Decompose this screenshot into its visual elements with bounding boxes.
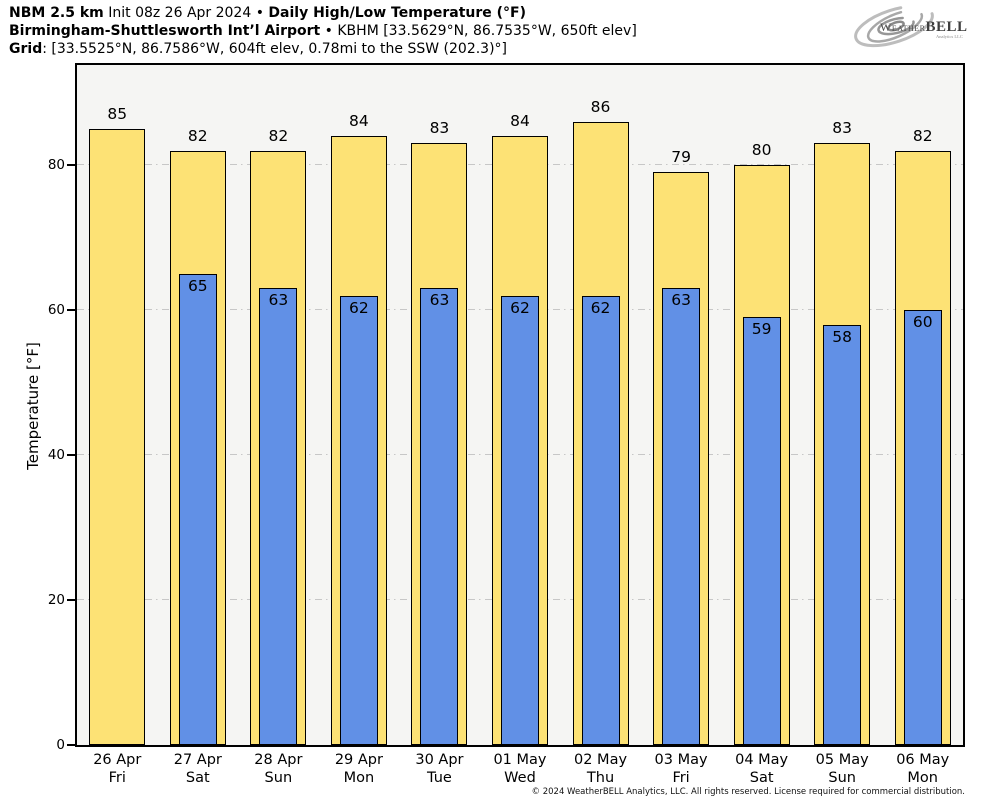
x-tick-day: Thu bbox=[586, 770, 615, 786]
header-text-segment: • bbox=[255, 5, 269, 21]
y-tick-label: 20 bbox=[47, 592, 65, 608]
y-tick-label: 80 bbox=[47, 157, 65, 173]
low-bar: 63 bbox=[662, 288, 701, 745]
y-tick-label: 0 bbox=[56, 737, 65, 753]
x-tick-date: 05 May bbox=[815, 752, 869, 768]
high-value-label: 86 bbox=[590, 97, 611, 116]
logo-text-weather: WeatherBELL bbox=[880, 19, 968, 35]
low-bar: 62 bbox=[339, 295, 378, 745]
copyright-text: © 2024 WeatherBELL Analytics, LLC. All r… bbox=[531, 787, 965, 797]
y-tick-mark bbox=[67, 164, 75, 166]
low-bar: 58 bbox=[823, 324, 862, 745]
high-value-label: 84 bbox=[510, 112, 530, 130]
header-text-segment: Birmingham-Shuttlesworth Int’l Airport bbox=[9, 23, 321, 39]
x-tick-day: Tue bbox=[427, 770, 452, 786]
y-tick-label: 40 bbox=[47, 447, 65, 463]
x-tick-day: Fri bbox=[108, 770, 126, 786]
high-value-label: 80 bbox=[751, 141, 772, 159]
x-tick-day: Sat bbox=[185, 770, 210, 786]
logo-text-analytics: Analytics LLC bbox=[936, 34, 963, 39]
weatherbell-logo: WeatherBELL Analytics LLC bbox=[848, 1, 978, 51]
low-value-label: 60 bbox=[912, 313, 933, 331]
x-tick-day: Sun bbox=[264, 770, 293, 786]
high-bar bbox=[89, 128, 146, 745]
high-value-label: 82 bbox=[268, 126, 289, 145]
x-tick-date: 03 May bbox=[654, 752, 708, 768]
y-tick-label: 60 bbox=[47, 302, 65, 318]
high-value-label: 84 bbox=[349, 112, 369, 130]
header-text-segment: : [33.5525°N, 86.7586°W, 604ft elev, 0.7… bbox=[42, 41, 508, 57]
low-bar: 63 bbox=[259, 288, 298, 745]
low-bar: 65 bbox=[178, 273, 217, 745]
x-tick-label: 30 Apr Tue bbox=[399, 751, 480, 787]
low-bar: 62 bbox=[501, 295, 539, 745]
x-tick-date: 29 Apr bbox=[334, 752, 383, 768]
low-bar: 60 bbox=[903, 310, 942, 745]
x-tick-label: 03 May Fri bbox=[641, 751, 722, 787]
y-tick-mark bbox=[67, 309, 75, 311]
y-tick-mark bbox=[67, 454, 75, 456]
chart-title-line-1: NBM 2.5 km Init 08z 26 Apr 2024 • Daily … bbox=[9, 4, 637, 22]
y-tick-mark bbox=[67, 599, 75, 601]
chart-title-line-3: Grid: [33.5525°N, 86.7586°W, 604ft elev,… bbox=[9, 40, 637, 58]
low-value-label: 62 bbox=[349, 298, 369, 317]
y-axis-title: Temperature [°F] bbox=[24, 342, 42, 470]
x-tick-date: 27 Apr bbox=[173, 752, 222, 768]
x-tick-label: 27 Apr Sat bbox=[158, 751, 239, 787]
x-tick-label: 01 May Wed bbox=[480, 751, 561, 787]
x-tick-label: 02 May Thu bbox=[560, 751, 641, 787]
high-value-label: 79 bbox=[671, 148, 691, 167]
x-tick-day: Mon bbox=[343, 770, 375, 786]
x-tick-label: 26 Apr Fri bbox=[77, 751, 158, 787]
low-value-label: 58 bbox=[832, 327, 853, 346]
x-tick-day: Sun bbox=[828, 770, 856, 786]
x-tick-label: 05 May Sun bbox=[802, 751, 883, 787]
high-value-label: 82 bbox=[187, 126, 208, 145]
x-tick-date: 06 May bbox=[896, 752, 950, 768]
logo-swirl-icon: WeatherBELL Analytics LLC bbox=[854, 4, 968, 48]
low-value-label: 62 bbox=[510, 298, 530, 317]
x-tick-day: Fri bbox=[672, 770, 690, 786]
header-text-segment: Grid bbox=[9, 41, 43, 57]
header-text-segment: Daily High/Low Temperature (°F) bbox=[268, 5, 526, 21]
low-value-label: 59 bbox=[751, 320, 772, 339]
x-tick-day: Mon bbox=[907, 770, 938, 786]
high-value-label: 82 bbox=[912, 126, 933, 145]
low-bar: 59 bbox=[742, 317, 781, 745]
header-text-segment: NBM 2.5 km bbox=[9, 5, 104, 21]
x-tick-label: 29 Apr Mon bbox=[319, 751, 400, 787]
high-value-label: 85 bbox=[107, 104, 128, 123]
low-value-label: 63 bbox=[429, 291, 450, 310]
x-tick-day: Wed bbox=[504, 770, 536, 786]
x-tick-date: 26 Apr bbox=[93, 752, 142, 768]
low-value-label: 63 bbox=[671, 291, 691, 310]
header-text-segment: Init 08z 26 Apr 2024 bbox=[103, 5, 256, 21]
chart-title-line-2: Birmingham-Shuttlesworth Int’l Airport •… bbox=[9, 22, 637, 40]
chart-header: NBM 2.5 km Init 08z 26 Apr 2024 • Daily … bbox=[9, 4, 637, 58]
header-text-segment: • KBHM [33.5629°N, 86.7535°W, 650ft elev… bbox=[320, 23, 637, 39]
low-value-label: 62 bbox=[590, 298, 611, 317]
x-tick-date: 04 May bbox=[735, 752, 789, 768]
x-tick-label: 06 May Mon bbox=[882, 751, 963, 787]
x-tick-date: 30 Apr bbox=[415, 752, 464, 768]
high-value-label: 83 bbox=[832, 119, 853, 138]
x-tick-label: 04 May Sat bbox=[721, 751, 802, 787]
x-tick-date: 28 Apr bbox=[254, 752, 303, 768]
plot-area: 85 82 65 82 63 84 62 83 63 84 62 86 62 79 63 80 59 83 58 82… bbox=[75, 63, 965, 747]
low-bar: 63 bbox=[420, 288, 459, 745]
x-tick-label: 28 Apr Sun bbox=[238, 751, 319, 787]
x-tick-date: 01 May bbox=[493, 752, 547, 768]
low-value-label: 65 bbox=[187, 276, 208, 295]
x-tick-day: Sat bbox=[749, 770, 774, 786]
x-tick-date: 02 May bbox=[574, 752, 628, 768]
low-value-label: 63 bbox=[268, 291, 289, 310]
y-tick-mark bbox=[67, 744, 75, 746]
low-bar: 62 bbox=[581, 295, 620, 745]
high-value-label: 83 bbox=[429, 119, 450, 138]
